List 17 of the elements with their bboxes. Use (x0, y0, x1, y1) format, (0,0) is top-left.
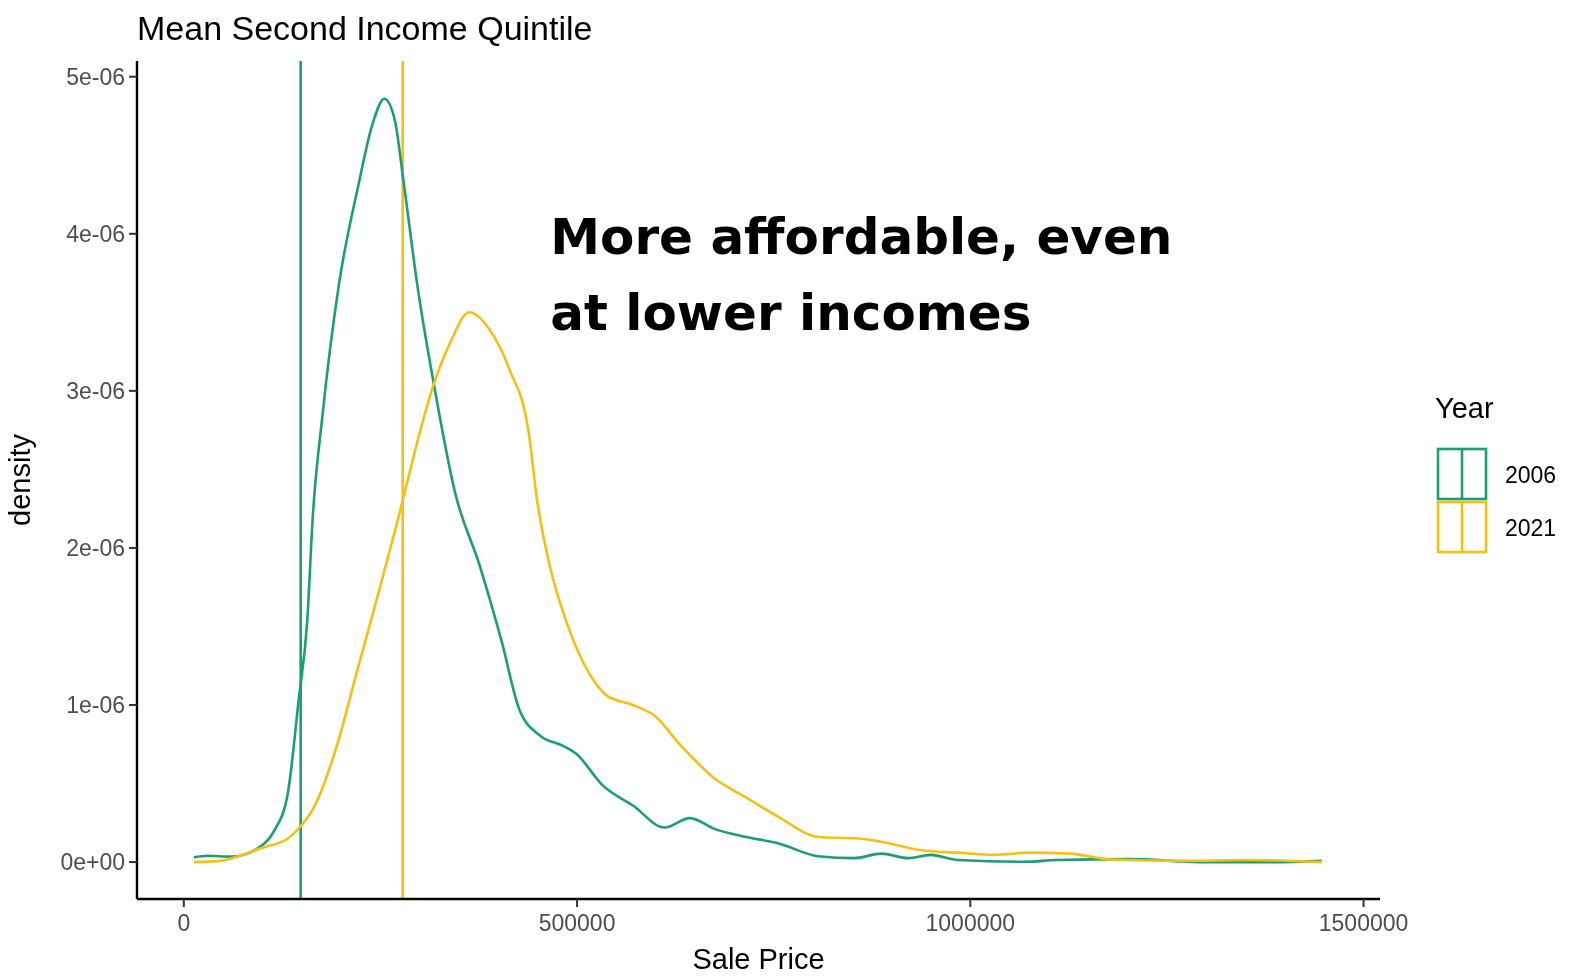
y-tick-label: 5e-06 (66, 63, 125, 90)
legend-label: 2021 (1505, 515, 1557, 542)
chart-title: Mean Second Income Quintile (137, 9, 593, 47)
x-tick-label: 1000000 (925, 910, 1016, 936)
annotation: More affordable, even at lower incomes (550, 207, 1173, 342)
x-axis-title: Sale Price (692, 943, 825, 975)
y-tick-label: 1e-06 (66, 692, 125, 719)
y-tick-label: 0e+00 (60, 849, 125, 876)
legend-label: 2006 (1505, 462, 1557, 489)
y-tick-label: 4e-06 (66, 220, 125, 247)
y-tick-label: 2e-06 (66, 534, 125, 561)
y-tick-label: 3e-06 (66, 377, 125, 404)
x-tick-label: 500000 (538, 910, 616, 936)
x-tick-label: 1500000 (1318, 910, 1409, 936)
y-axis-title: density (4, 433, 36, 526)
x-tick-label: 0 (177, 910, 191, 936)
legend-title: Year (1435, 392, 1494, 424)
